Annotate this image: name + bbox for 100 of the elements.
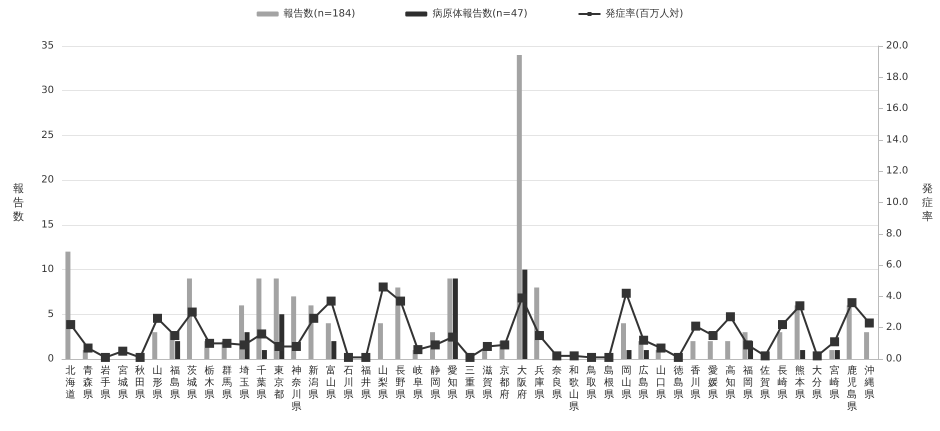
point [344, 352, 353, 362]
point [812, 351, 822, 360]
x-tick-label: 長崎県 [778, 366, 788, 400]
bar [331, 341, 336, 359]
y2-tick-label: 16.0 [886, 103, 908, 114]
y-axis-title: 報告数 [13, 182, 24, 223]
point [656, 344, 666, 353]
point [691, 322, 700, 331]
x-tick-label: 東京都 [274, 364, 284, 400]
point [240, 340, 249, 350]
x-tick-label: 富山県 [326, 364, 336, 400]
point [170, 331, 180, 340]
bar [794, 305, 800, 359]
x-tick-label: 山梨県 [378, 364, 388, 400]
y2-tick-label: 2.0 [886, 322, 902, 334]
point [378, 282, 388, 292]
x-tick-label: 静岡県 [430, 364, 440, 400]
x-tick-label: 岡山県 [621, 366, 632, 400]
point [760, 351, 770, 360]
point [292, 342, 301, 351]
y2-tick-label: 8.0 [886, 228, 902, 240]
point [482, 342, 492, 351]
legend-label: 発症率(百万人対) [606, 8, 684, 20]
x-tick-label: 秋田県 [135, 364, 146, 400]
point [84, 344, 93, 353]
bar [777, 332, 782, 359]
bar [65, 252, 70, 359]
point [534, 331, 544, 340]
bar [864, 332, 870, 359]
point [726, 312, 735, 322]
point [413, 345, 422, 354]
x-tick-label: 大阪府 [517, 364, 528, 400]
point [622, 288, 631, 298]
x-tick-label: 徳島県 [673, 366, 684, 400]
y-tick-label: 30 [41, 85, 54, 96]
y-tick-label: 5 [48, 308, 54, 320]
x-tick-label: 熊本県 [794, 364, 805, 400]
y2-tick-label: 6.0 [886, 260, 902, 271]
bar [378, 323, 383, 359]
y2-axis-title: 発症率 [922, 182, 933, 223]
point [466, 352, 474, 362]
bar [725, 341, 730, 359]
bar [690, 341, 696, 359]
x-tick-label: 鹿児島県 [846, 364, 857, 412]
point [587, 352, 596, 362]
x-tick-label: 栃木県 [204, 364, 215, 400]
x-tick-label: 神奈川県 [291, 364, 302, 412]
bar [274, 278, 279, 359]
x-tick-label: 宮城県 [116, 364, 128, 400]
y2-tick-label: 0.0 [886, 354, 902, 364]
point [795, 301, 804, 310]
point [864, 318, 874, 328]
x-tick-label: 岐阜県 [412, 364, 423, 400]
point [136, 352, 145, 362]
x-tick-label: 新潟県 [308, 364, 319, 400]
x-tick-label: 佐賀県 [760, 366, 770, 400]
legend-label: 報告数(n=184) [284, 8, 356, 20]
x-tick-label: 宮崎県 [830, 364, 840, 400]
x-tick-label: 大分県 [812, 364, 822, 400]
bar [152, 332, 158, 359]
x-tick-label: 京都府 [500, 364, 510, 400]
x-tick-label: 青森県 [83, 364, 94, 400]
point [309, 314, 318, 323]
y-tick-label: 20 [41, 174, 54, 186]
point [326, 296, 336, 306]
x-tick-label: 群馬県 [220, 364, 232, 400]
point [222, 338, 232, 348]
point [152, 314, 162, 323]
point [396, 296, 406, 306]
y-tick-label: 0 [48, 354, 54, 364]
point [257, 329, 266, 338]
x-tick-label: 福岡県 [742, 364, 753, 400]
point [500, 340, 510, 350]
x-tick-label: 北海道 [66, 364, 76, 400]
x-tick-label: 和歌山県 [569, 364, 580, 412]
bar [516, 54, 522, 359]
y-tick-label: 35 [41, 40, 54, 52]
point [100, 352, 110, 362]
point [552, 351, 562, 360]
point [708, 331, 718, 340]
point [570, 351, 579, 360]
x-tick-label: 岩手県 [100, 364, 110, 400]
x-tick-label: 石川県 [343, 366, 354, 400]
bar [626, 350, 632, 359]
point [118, 346, 128, 356]
bar [621, 323, 626, 359]
bar [708, 341, 713, 359]
x-tick-label: 福島県 [170, 364, 180, 400]
x-tick-label: 愛媛県 [708, 364, 718, 400]
bar [262, 350, 267, 359]
point [430, 340, 440, 350]
point [847, 298, 856, 308]
point [361, 352, 370, 362]
bar [326, 323, 331, 359]
point [205, 338, 214, 348]
x-tick-label: 福井県 [360, 364, 371, 400]
x-tick-label: 兵庫県 [534, 364, 544, 400]
x-tick-label: 茨城県 [186, 364, 198, 400]
bar [846, 305, 852, 359]
x-tick-label: 香川県 [690, 364, 701, 400]
